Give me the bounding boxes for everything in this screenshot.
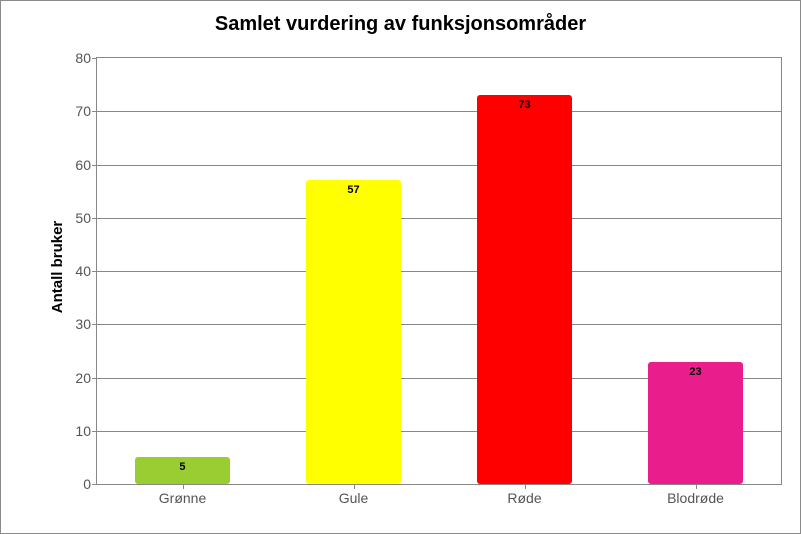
y-tick-label: 30 — [75, 316, 91, 332]
x-tick-label: Blodrøde — [667, 490, 724, 506]
bar: 57 — [306, 180, 402, 484]
x-tick-label: Gule — [339, 490, 369, 506]
x-tick-mark — [183, 484, 184, 489]
gridline — [97, 271, 781, 272]
chart-title: Samlet vurdering av funksjonsområder — [1, 13, 800, 36]
gridline — [97, 218, 781, 219]
x-tick-label: Røde — [507, 490, 541, 506]
gridline — [97, 165, 781, 166]
y-tick-label: 10 — [75, 423, 91, 439]
y-tick-label: 70 — [75, 103, 91, 119]
y-tick-label: 40 — [75, 263, 91, 279]
y-tick-mark — [92, 58, 97, 59]
bar: 23 — [648, 362, 744, 484]
y-tick-mark — [92, 324, 97, 325]
y-tick-mark — [92, 431, 97, 432]
y-tick-mark — [92, 378, 97, 379]
y-tick-mark — [92, 165, 97, 166]
bar-value-label: 23 — [648, 366, 744, 378]
y-tick-label: 0 — [83, 476, 91, 492]
x-tick-mark — [525, 484, 526, 489]
y-tick-label: 20 — [75, 370, 91, 386]
y-axis-label: Antall bruker — [49, 221, 66, 314]
y-tick-mark — [92, 271, 97, 272]
plot-area: 010203040506070805Grønne57Gule73Røde23Bl… — [96, 57, 782, 485]
bar: 5 — [135, 457, 231, 484]
bar: 73 — [477, 95, 573, 484]
chart-container: Samlet vurdering av funksjonsområder Ant… — [0, 0, 801, 534]
bar-value-label: 73 — [477, 99, 573, 111]
x-tick-mark — [696, 484, 697, 489]
y-tick-mark — [92, 484, 97, 485]
y-tick-label: 50 — [75, 210, 91, 226]
y-tick-label: 80 — [75, 50, 91, 66]
y-tick-label: 60 — [75, 157, 91, 173]
bar-value-label: 5 — [135, 461, 231, 473]
y-tick-mark — [92, 111, 97, 112]
gridline — [97, 324, 781, 325]
x-tick-label: Grønne — [159, 490, 206, 506]
gridline — [97, 111, 781, 112]
bar-value-label: 57 — [306, 184, 402, 196]
x-tick-mark — [354, 484, 355, 489]
y-tick-mark — [92, 218, 97, 219]
